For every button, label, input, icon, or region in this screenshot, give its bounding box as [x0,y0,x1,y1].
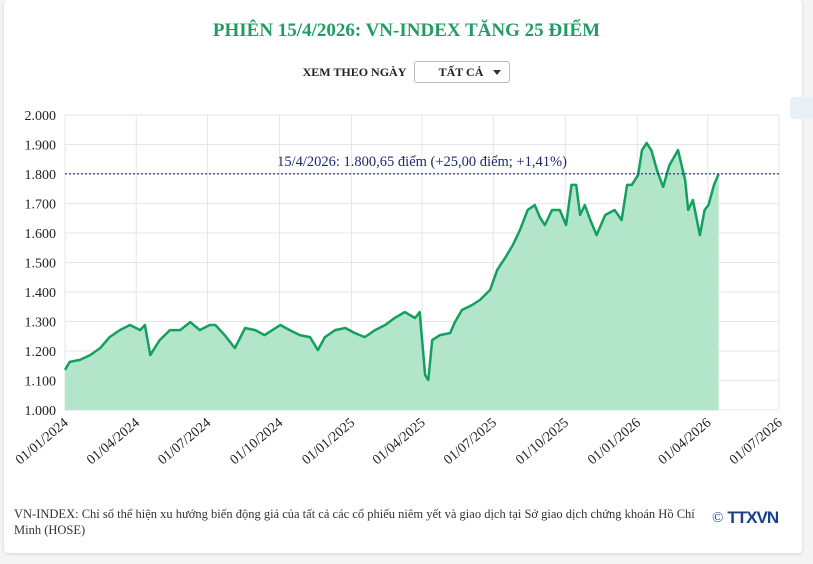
x-tick-label: 01/04/2026 [656,416,715,468]
chart-title: PHIÊN 15/4/2026: VN-INDEX TĂNG 25 ĐIỂM [212,20,601,41]
y-tick-label: 1.800 [25,168,57,183]
y-tick-label: 1.200 [25,345,57,360]
chart-note: VN-INDEX: Chỉ số thể hiện xu hướng biến … [14,507,695,537]
ttxvn-logo: © TTXVN [712,508,779,528]
x-tick-label: 01/01/2025 [300,416,359,468]
y-tick-label: 1.900 [25,139,57,154]
y-tick-label: 1.600 [25,227,57,242]
x-tick-label: 01/07/2026 [727,416,786,468]
x-tick-label: 01/01/2026 [585,416,644,468]
x-tick-label: 01/04/2025 [370,416,429,468]
x-tick-label: 01/04/2024 [84,416,143,468]
side-tab[interactable] [790,97,813,119]
x-tick-label: 01/07/2024 [156,416,215,468]
y-tick-label: 1.100 [25,375,57,390]
y-tick-label: 1.500 [25,257,57,272]
date-range-select[interactable]: TẤT CẢ [414,61,511,83]
caret-down-icon [493,69,502,75]
area-fill [65,143,719,410]
logo-text: TTXVN [727,508,779,527]
vn-index-chart: 1.000 1.100 1.200 1.300 1.400 1.500 1.600 1.700… [13,109,786,468]
y-tick-label: 1.000 [25,404,57,419]
y-tick-label: 1.300 [25,316,57,331]
x-tick-label: 01/10/2024 [228,416,287,468]
y-tick-label: 2.000 [25,109,57,124]
x-tick-label: 01/10/2025 [513,416,572,468]
x-tick-label: 01/07/2025 [441,416,500,468]
select-value: TẤT CẢ [438,64,484,79]
copyright-icon: © [712,509,724,526]
x-tick-label: 01/01/2024 [13,416,72,468]
date-filter: XEM THEO NGÀY TẤT CẢ [0,61,813,83]
y-tick-label: 1.700 [25,198,57,213]
filter-label: XEM THEO NGÀY [302,64,407,79]
reference-label: 15/4/2026: 1.800,65 điểm (+25,00 điểm; +… [277,154,567,170]
y-tick-label: 1.400 [25,286,57,301]
